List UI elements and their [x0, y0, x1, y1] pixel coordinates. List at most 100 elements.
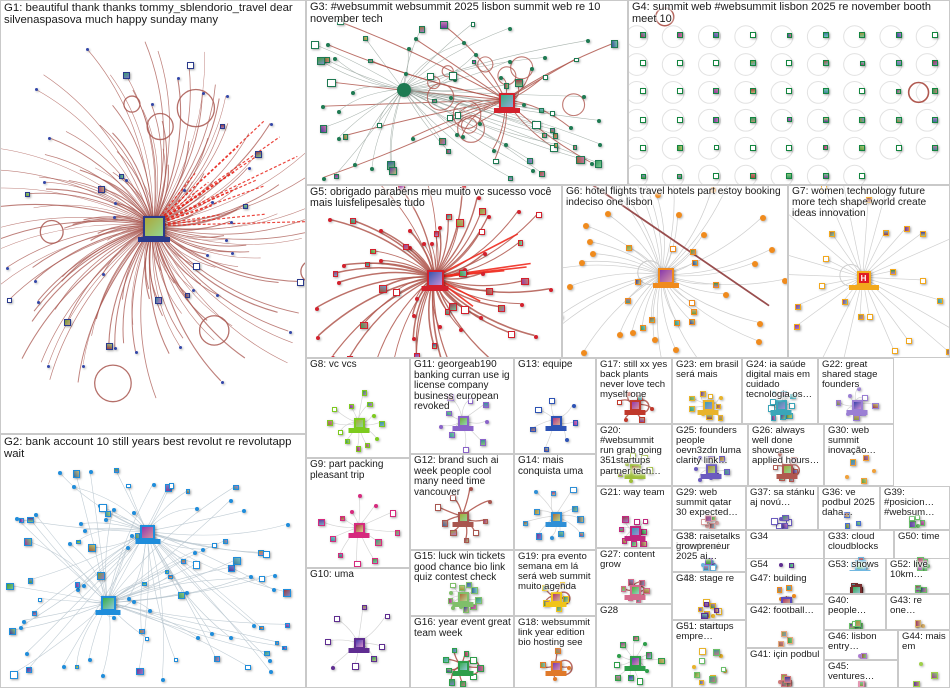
graph-node-dot[interactable] — [581, 349, 588, 356]
graph-node[interactable] — [895, 116, 902, 123]
graph-node[interactable] — [712, 281, 719, 288]
graph-node-dot[interactable] — [412, 337, 417, 342]
graph-node[interactable] — [223, 539, 229, 545]
graph-node[interactable] — [471, 587, 478, 594]
graph-node[interactable] — [448, 302, 457, 311]
group-cell-g54[interactable]: G54 — [746, 558, 824, 604]
graph-node[interactable] — [105, 510, 112, 517]
graph-node[interactable] — [749, 88, 756, 95]
graph-node-dot[interactable] — [72, 485, 77, 490]
graph-node[interactable] — [777, 640, 785, 647]
graph-node-dot[interactable] — [701, 231, 708, 238]
graph-node-dot[interactable] — [411, 313, 416, 318]
group-cell-g46[interactable]: G46: lisbon entry… — [824, 630, 898, 660]
graph-node[interactable] — [859, 116, 865, 123]
graph-node[interactable] — [867, 314, 874, 321]
graph-node-dot[interactable] — [58, 471, 63, 475]
graph-node-dot[interactable] — [769, 247, 776, 254]
graph-node-dot[interactable] — [211, 201, 215, 205]
graph-node[interactable] — [771, 518, 779, 526]
graph-node[interactable] — [610, 40, 619, 48]
graph-node[interactable] — [324, 638, 331, 646]
graph-node[interactable] — [676, 32, 683, 38]
graph-node[interactable] — [692, 259, 699, 266]
graph-node[interactable] — [514, 79, 523, 88]
hub-node-avatar[interactable] — [140, 524, 156, 540]
graph-node-dot[interactable] — [530, 169, 535, 174]
hub-node-avatar[interactable] — [850, 584, 862, 593]
graph-node[interactable] — [915, 515, 921, 521]
graph-node-dot[interactable] — [321, 177, 326, 182]
graph-node-dot[interactable] — [125, 545, 130, 550]
graph-node[interactable] — [713, 648, 721, 656]
graph-node-dot[interactable] — [756, 320, 763, 327]
group-cell-g11[interactable]: G11: georgeab190 banking curran use ig l… — [410, 358, 514, 454]
graph-node[interactable] — [786, 60, 792, 67]
graph-node-dot[interactable] — [34, 88, 38, 92]
graph-node[interactable] — [936, 297, 943, 304]
graph-node[interactable] — [707, 456, 715, 464]
graph-node[interactable] — [72, 470, 80, 478]
graph-node[interactable] — [463, 447, 470, 453]
graph-node[interactable] — [932, 116, 938, 123]
graph-node[interactable] — [539, 661, 546, 668]
graph-node-dot[interactable] — [756, 339, 763, 346]
graph-node-dot[interactable] — [374, 504, 378, 509]
graph-node[interactable] — [264, 651, 270, 657]
graph-node[interactable] — [713, 60, 719, 67]
graph-node[interactable] — [772, 465, 778, 471]
graph-node[interactable] — [932, 88, 938, 95]
graph-node[interactable] — [572, 145, 578, 150]
graph-node[interactable] — [704, 602, 710, 608]
graph-node-dot[interactable] — [461, 186, 466, 189]
graph-node[interactable] — [550, 127, 556, 133]
graph-node[interactable] — [917, 565, 923, 571]
graph-node[interactable] — [535, 211, 542, 218]
graph-node-dot[interactable] — [285, 523, 290, 528]
graph-node-dot[interactable] — [408, 228, 413, 233]
graph-node[interactable] — [534, 508, 541, 515]
graph-node[interactable] — [432, 98, 437, 103]
graph-node[interactable] — [640, 32, 646, 38]
graph-node[interactable] — [326, 419, 333, 427]
graph-node[interactable] — [434, 504, 441, 511]
graph-node[interactable] — [782, 514, 790, 522]
graph-node[interactable] — [638, 417, 645, 423]
graph-node[interactable] — [507, 330, 515, 338]
graph-node-dot[interactable] — [914, 562, 919, 567]
graph-node[interactable] — [920, 586, 927, 593]
graph-node[interactable] — [27, 517, 34, 524]
graph-node[interactable] — [554, 647, 562, 654]
graph-node-dot[interactable] — [507, 59, 512, 64]
graph-node[interactable] — [854, 620, 862, 627]
graph-node-dot[interactable] — [492, 148, 497, 153]
graph-node[interactable] — [285, 623, 290, 629]
graph-node-dot[interactable] — [206, 253, 210, 257]
graph-node[interactable] — [658, 657, 665, 665]
graph-node-dot[interactable] — [534, 335, 539, 340]
graph-node[interactable] — [860, 652, 867, 659]
group-cell-g42[interactable]: G42: football… — [746, 604, 824, 648]
graph-node[interactable] — [355, 445, 362, 452]
graph-node-dot[interactable] — [112, 507, 117, 512]
graph-node-dot[interactable] — [598, 142, 603, 147]
graph-node[interactable] — [485, 287, 494, 296]
group-cell-g43[interactable]: G43: re one… — [886, 594, 950, 630]
graph-node-dot[interactable] — [590, 161, 595, 166]
graph-node[interactable] — [349, 217, 356, 224]
graph-node-dot[interactable] — [194, 506, 199, 511]
graph-node-dot[interactable] — [718, 396, 723, 401]
group-cell-g9[interactable]: G9: part packing pleasant trip — [306, 458, 410, 568]
graph-node[interactable] — [483, 518, 489, 524]
graph-node[interactable] — [715, 404, 722, 410]
graph-node[interactable] — [526, 157, 533, 164]
graph-node-dot[interactable] — [328, 217, 333, 222]
graph-node[interactable] — [263, 551, 271, 559]
graph-node-dot[interactable] — [771, 390, 776, 395]
graph-node[interactable] — [403, 244, 410, 250]
graph-node-dot[interactable] — [617, 653, 622, 658]
graph-node[interactable] — [770, 415, 777, 421]
graph-node[interactable] — [333, 173, 339, 179]
graph-node-dot[interactable] — [778, 562, 783, 567]
graph-node[interactable] — [542, 133, 548, 138]
